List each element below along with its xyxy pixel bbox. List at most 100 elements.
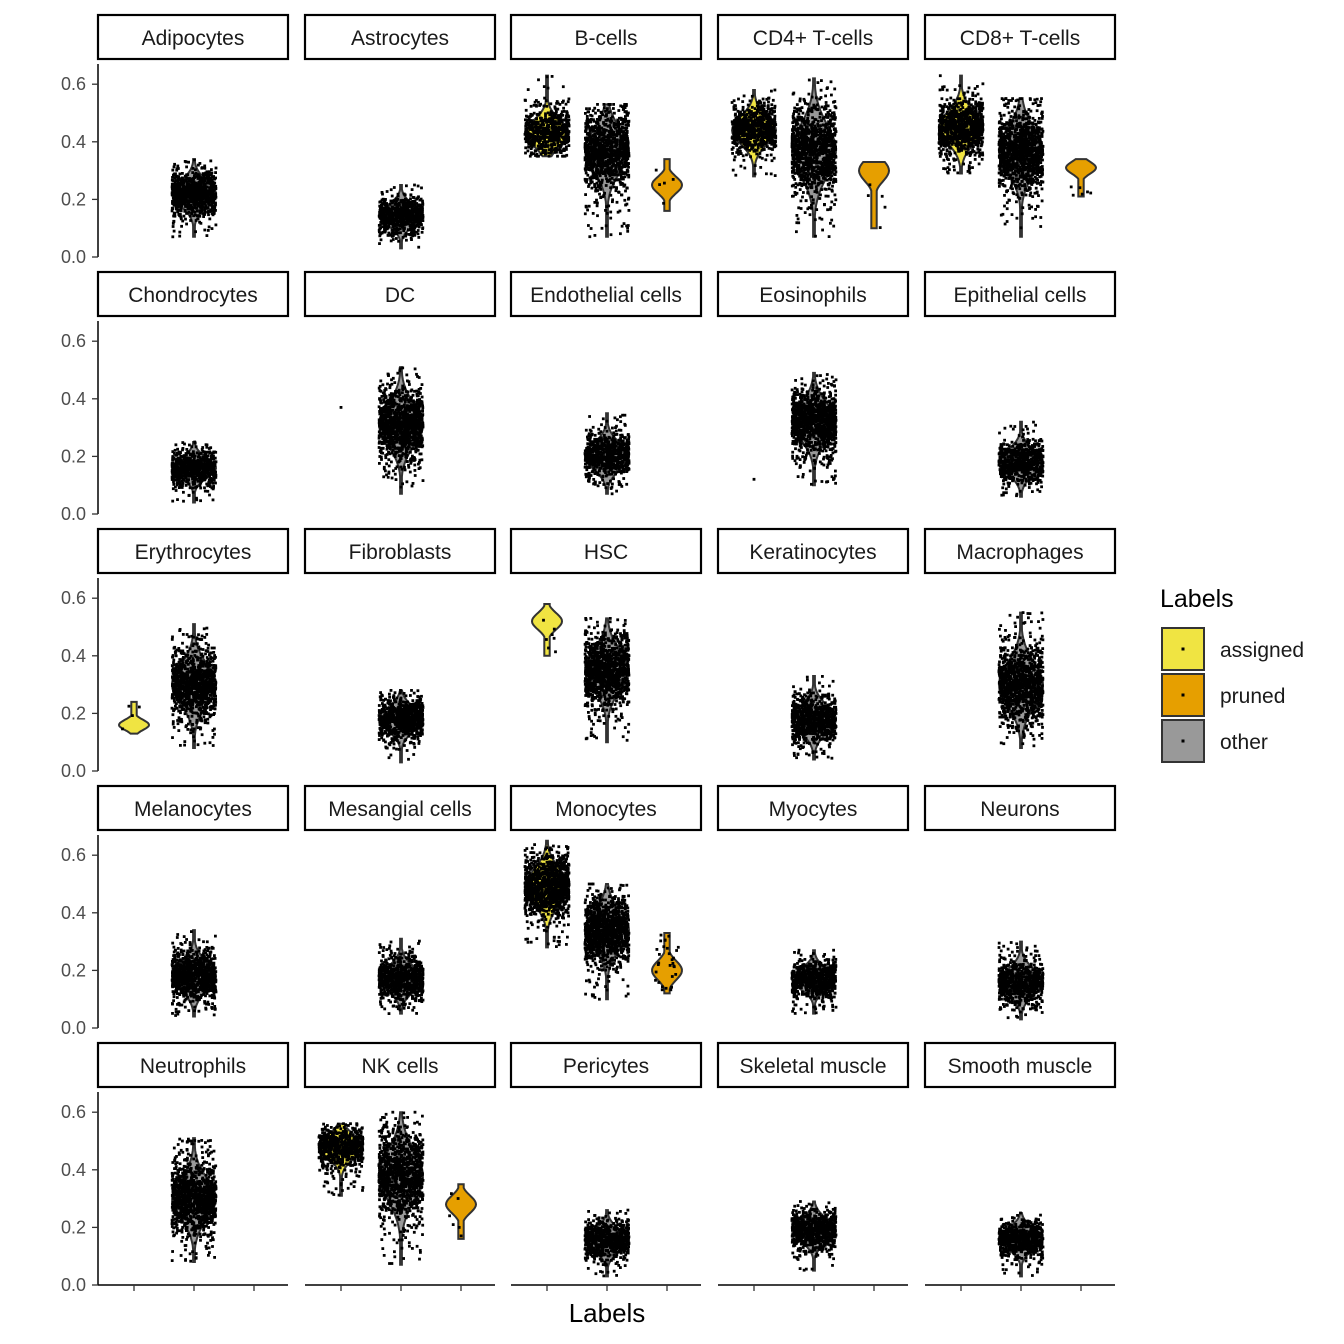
data-point [417, 225, 421, 229]
data-point [597, 179, 601, 183]
data-point [198, 179, 202, 183]
data-point [395, 237, 398, 240]
data-point [591, 163, 594, 167]
data-point [553, 121, 557, 125]
data-point [409, 209, 413, 213]
data-point [405, 238, 408, 242]
data-point [399, 231, 402, 235]
data-point [799, 199, 803, 203]
data-point [626, 141, 630, 145]
data-point [171, 188, 174, 192]
data-point [790, 184, 794, 188]
data-point [823, 203, 826, 206]
data-point [378, 204, 382, 208]
data-point [170, 182, 174, 186]
data-point [541, 121, 545, 125]
data-point [747, 124, 751, 128]
data-point [196, 176, 200, 179]
data-point [610, 119, 614, 123]
data-point [200, 201, 204, 205]
data-point [552, 148, 556, 152]
data-point [604, 138, 608, 142]
data-point [176, 183, 180, 187]
data-point [624, 162, 628, 166]
data-point [564, 102, 568, 106]
data-point [762, 116, 765, 120]
data-point [591, 134, 595, 138]
data-point [808, 153, 811, 157]
data-point [206, 189, 210, 193]
data-point [554, 135, 558, 138]
data-point [827, 170, 830, 174]
data-point [622, 130, 626, 133]
data-point [544, 117, 548, 121]
data-point [417, 195, 420, 199]
data-point [180, 179, 183, 182]
data-point [175, 167, 179, 171]
data-point [382, 220, 386, 224]
data-point [528, 154, 532, 158]
data-point [561, 85, 565, 89]
data-point [817, 161, 821, 165]
data-point [609, 193, 613, 197]
data-point [198, 201, 202, 204]
data-point [396, 198, 400, 201]
data-point [183, 178, 186, 182]
data-point [794, 139, 797, 142]
data-point [599, 195, 603, 199]
data-point [594, 135, 597, 138]
data-point [604, 224, 608, 228]
data-point [208, 203, 211, 207]
data-point [736, 117, 740, 121]
data-point [192, 214, 195, 218]
data-point [210, 206, 214, 210]
data-point [200, 186, 204, 190]
data-point [178, 234, 182, 238]
data-point [192, 183, 196, 187]
data-point [552, 141, 556, 144]
data-point [566, 139, 570, 143]
data-point [193, 158, 196, 162]
data-point [601, 113, 604, 117]
data-point [592, 150, 596, 154]
data-point [410, 217, 414, 221]
data-point [583, 177, 587, 181]
data-point [389, 220, 392, 223]
data-point [560, 135, 564, 139]
data-point [807, 150, 810, 153]
data-point [543, 132, 546, 135]
data-point [599, 165, 603, 169]
data-point [803, 99, 806, 103]
panel-b-cells: B-cells [509, 13, 703, 239]
data-point [586, 208, 589, 212]
data-point [419, 208, 423, 212]
data-point [207, 198, 210, 201]
violin-group-other [170, 158, 218, 239]
data-point [209, 186, 213, 190]
data-point [397, 239, 400, 243]
data-point [397, 203, 401, 207]
data-point [600, 178, 604, 182]
data-point [607, 204, 611, 208]
data-point [748, 127, 752, 130]
data-point [606, 153, 610, 157]
data-point [613, 140, 616, 143]
data-point [176, 179, 179, 183]
data-point [731, 168, 735, 172]
data-point [790, 166, 794, 170]
data-point [567, 115, 571, 118]
data-point [616, 173, 620, 177]
data-point [205, 234, 209, 237]
data-point [598, 133, 602, 137]
data-point [770, 140, 774, 144]
data-point [532, 111, 536, 115]
data-point [763, 130, 767, 134]
data-point [566, 132, 570, 135]
data-point [419, 211, 423, 215]
data-point [773, 88, 777, 92]
data-point [391, 199, 395, 203]
data-point [191, 205, 194, 209]
data-point [603, 130, 607, 134]
data-point [184, 186, 187, 189]
data-point [378, 223, 382, 227]
